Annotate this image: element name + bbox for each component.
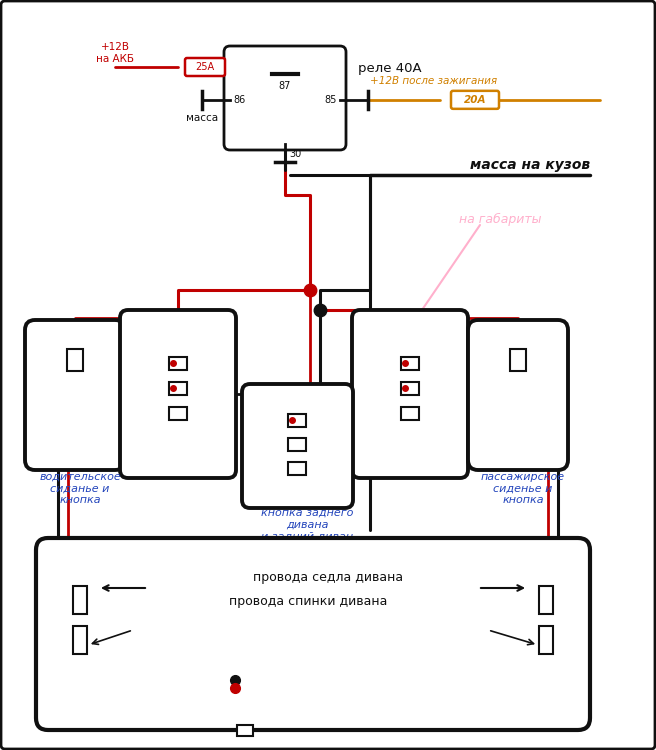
Bar (237, 724, 253, 736)
Text: 85: 85 (325, 94, 337, 105)
Text: 87: 87 (279, 81, 291, 91)
FancyBboxPatch shape (242, 384, 353, 508)
FancyBboxPatch shape (25, 320, 125, 470)
Text: кнопка заднего
дивана
и задний диван: кнопка заднего дивана и задний диван (261, 508, 353, 542)
Text: провода седла дивана: провода седла дивана (253, 571, 403, 584)
FancyBboxPatch shape (120, 310, 236, 478)
Text: масса на кузов: масса на кузов (470, 158, 590, 172)
Text: реле 40А: реле 40А (358, 62, 422, 75)
FancyBboxPatch shape (185, 58, 225, 76)
Bar (169, 356, 187, 370)
Text: провода спинки дивана: провода спинки дивана (229, 595, 387, 608)
Bar (401, 406, 419, 419)
Bar (539, 626, 553, 654)
Bar (169, 382, 187, 394)
Bar (73, 586, 87, 614)
FancyBboxPatch shape (224, 46, 346, 150)
Text: 30: 30 (289, 149, 301, 159)
Text: 20А: 20А (464, 94, 486, 105)
Text: +12В после зажигания: +12В после зажигания (370, 76, 497, 86)
FancyBboxPatch shape (468, 320, 568, 470)
Bar (169, 406, 187, 419)
Text: +12В
на АКБ: +12В на АКБ (96, 43, 134, 64)
Text: 86: 86 (233, 94, 245, 105)
Bar (539, 586, 553, 614)
FancyBboxPatch shape (352, 310, 468, 478)
Text: 25А: 25А (195, 62, 215, 72)
Text: на габариты: на габариты (459, 213, 541, 226)
Bar (510, 349, 526, 371)
Text: масса: масса (186, 112, 218, 123)
Bar (73, 626, 87, 654)
FancyBboxPatch shape (451, 91, 499, 109)
Bar (401, 382, 419, 394)
Bar (288, 461, 306, 475)
Bar (67, 349, 83, 371)
Bar (288, 437, 306, 451)
Text: пассажирское
сиденье и
кнопка: пассажирское сиденье и кнопка (481, 472, 565, 506)
Text: водительское
сиданье и
кнопка: водительское сиданье и кнопка (39, 472, 121, 506)
Bar (401, 356, 419, 370)
Bar (288, 413, 306, 427)
FancyBboxPatch shape (36, 538, 590, 730)
